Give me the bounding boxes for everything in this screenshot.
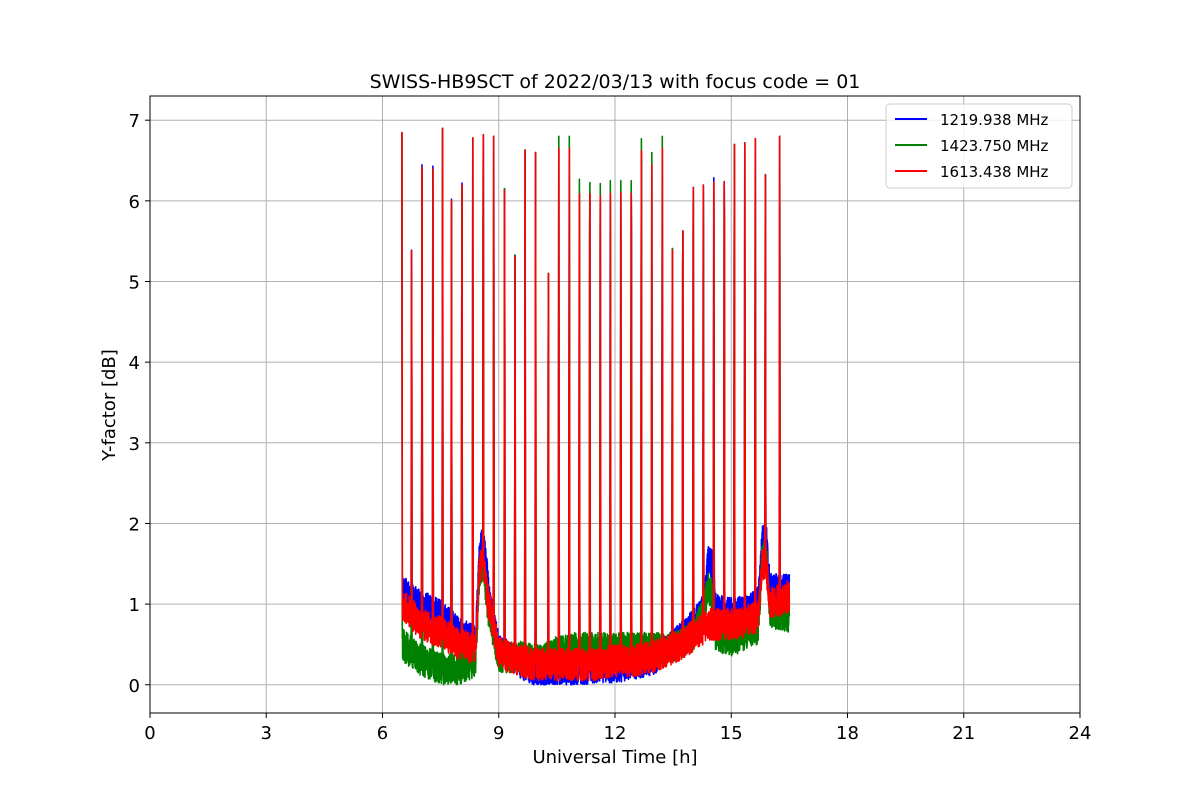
y-tick-label: 1 (129, 595, 140, 616)
legend-label-series-2: 1423.750 MHz (940, 137, 1049, 155)
y-tick-label: 7 (129, 111, 140, 132)
x-tick-label: 12 (604, 723, 627, 744)
y-tick-label: 2 (129, 514, 140, 535)
y-tick-label: 6 (129, 192, 140, 213)
legend-label-series-1: 1219.938 MHz (940, 111, 1049, 129)
y-axis-ticks: 0 1 2 3 4 5 6 7 (129, 111, 150, 697)
x-tick-label: 3 (261, 723, 272, 744)
x-tick-label: 9 (493, 723, 504, 744)
x-tick-label: 18 (836, 723, 859, 744)
x-tick-label: 21 (952, 723, 975, 744)
series-layer (401, 127, 791, 686)
chart-title: SWISS-HB9SCT of 2022/03/13 with focus co… (370, 71, 861, 93)
y-tick-label: 3 (129, 434, 140, 455)
y-axis-label: Y-factor [dB] (99, 349, 120, 462)
x-tick-label: 24 (1069, 723, 1092, 744)
x-tick-label: 15 (720, 723, 743, 744)
y-tick-label: 0 (129, 676, 140, 697)
y-tick-label: 4 (129, 353, 140, 374)
legend-label-series-3: 1613.438 MHz (940, 163, 1049, 181)
x-tick-label: 0 (144, 723, 155, 744)
legend-box (885, 103, 1073, 189)
x-axis-label: Universal Time [h] (532, 747, 697, 768)
legend: 1219.938 MHz 1423.750 MHz 1613.438 MHz (885, 103, 1073, 189)
x-tick-label: 6 (377, 723, 388, 744)
series-line-3 (401, 127, 791, 682)
y-tick-label: 5 (129, 273, 140, 294)
x-axis-ticks: 0 3 6 9 12 15 18 21 24 (144, 713, 1091, 744)
